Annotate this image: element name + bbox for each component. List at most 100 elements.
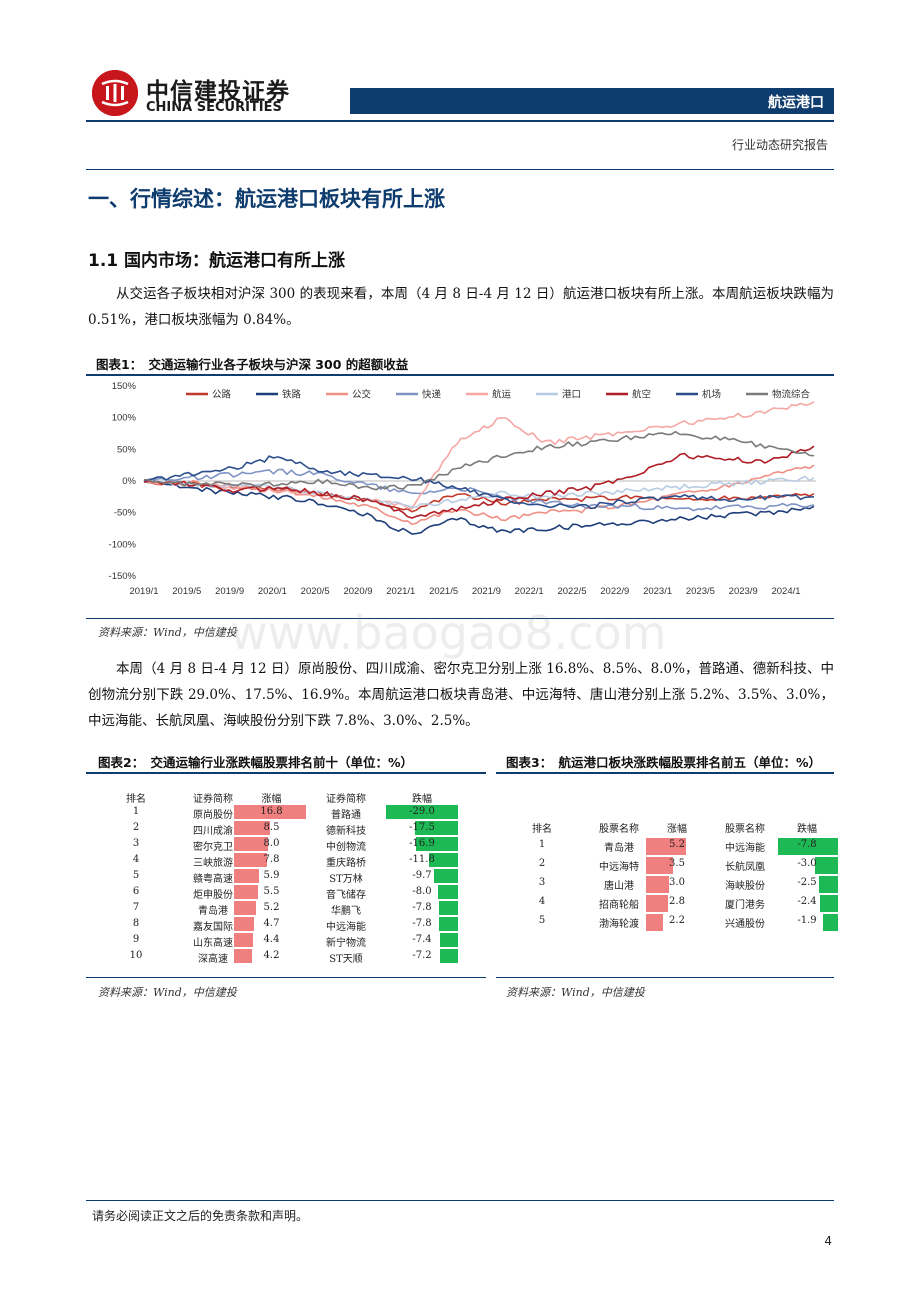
fig2-source: 资料来源：Wind，中信建投 xyxy=(98,986,237,999)
legend-label: 快递 xyxy=(422,389,442,401)
down-bar xyxy=(438,885,458,899)
footer-disclaimer: 请务必阅读正文之后的免责条款和声明。 xyxy=(92,1209,309,1223)
up-value-cell: 8.5 xyxy=(263,822,280,833)
up-name-cell: 深高速 xyxy=(198,954,228,965)
y-tick-label: 150% xyxy=(112,381,137,392)
down-value-cell: -17.5 xyxy=(409,822,435,833)
down-bar xyxy=(778,838,838,855)
down-value-cell: -9.7 xyxy=(412,870,432,881)
fig1-source: 资料来源：Wind，中信建投 xyxy=(98,626,237,639)
rank-cell: 3 xyxy=(132,838,140,849)
down-bar xyxy=(438,917,458,931)
rank-cell: 7 xyxy=(132,902,140,913)
rank-cell: 4 xyxy=(132,854,140,865)
x-tick-label: 2019/1 xyxy=(129,586,158,597)
table-header-cell: 证券简称 xyxy=(193,794,233,805)
up-bar xyxy=(234,949,252,963)
table-header-cell: 涨幅 xyxy=(261,794,282,805)
down-name-cell: 厦门港务 xyxy=(725,900,765,911)
x-tick-label: 2019/9 xyxy=(215,586,244,597)
rank-cell: 4 xyxy=(538,896,546,907)
table-header-cell: 股票名称 xyxy=(725,824,765,835)
table-header-cell: 涨幅 xyxy=(667,824,687,835)
down-name-cell: 重庆路桥 xyxy=(326,858,366,869)
rank-cell: 2 xyxy=(538,858,546,869)
down-bar xyxy=(414,821,458,835)
up-value-cell: 3.5 xyxy=(669,858,685,869)
fig3-bottom-line xyxy=(496,977,834,978)
fig2-top-line xyxy=(86,772,486,774)
rank-cell: 8 xyxy=(132,918,140,929)
x-tick-label: 2023/1 xyxy=(643,586,672,597)
down-bar xyxy=(818,876,838,893)
paragraph-1: 从交运各子板块相对沪深 300 的表现来看，本周（4 月 8 日-4 月 12 … xyxy=(88,286,834,328)
y-tick-label: 50% xyxy=(117,444,137,455)
fig3-title: 图表3： 航运港口板块涨跌幅股票排名前五（单位：%） xyxy=(506,755,821,770)
x-tick-label: 2019/5 xyxy=(172,586,201,597)
legend-label: 公路 xyxy=(212,389,232,401)
legend-label: 铁路 xyxy=(282,389,302,401)
fig3-table: 排名 股票名称 涨幅 股票名称 跌幅 1 青岛港 5.2 中远海能 -7.8 2 中远海特 3.5 长航凤… xyxy=(496,820,838,940)
up-bar xyxy=(646,914,663,931)
down-value-cell: -29.0 xyxy=(409,806,435,817)
fig1-top-line xyxy=(86,374,834,376)
series-line-快递 xyxy=(143,468,815,512)
legend-label: 航运 xyxy=(492,389,512,401)
up-bar xyxy=(646,838,686,855)
x-tick-label: 2021/1 xyxy=(386,586,415,597)
x-tick-label: 2023/5 xyxy=(686,586,715,597)
x-tick-label: 2022/9 xyxy=(600,586,629,597)
rank-cell: 2 xyxy=(132,822,140,833)
up-bar xyxy=(234,933,253,947)
series-line-航运 xyxy=(143,401,815,510)
down-value-cell: -3.0 xyxy=(797,858,817,869)
sector-label: 航运港口 xyxy=(768,95,824,111)
down-value-cell: -7.4 xyxy=(412,934,432,945)
up-bar xyxy=(234,805,306,819)
rank-cell: 3 xyxy=(538,877,546,888)
down-bar xyxy=(819,895,838,912)
x-tick-label: 2022/1 xyxy=(515,586,544,597)
up-value-cell: 5.2 xyxy=(669,839,685,850)
up-value-cell: 4.7 xyxy=(263,918,280,929)
down-value-cell: -2.4 xyxy=(797,896,817,907)
up-name-cell: 青岛港 xyxy=(198,906,228,917)
x-tick-label: 2023/9 xyxy=(729,586,758,597)
down-value-cell: -7.8 xyxy=(412,902,432,913)
sector-banner: 航运港口 xyxy=(350,88,834,114)
fig2-bottom-line xyxy=(86,977,486,978)
up-bar xyxy=(234,837,269,851)
y-tick-label: -50% xyxy=(114,508,137,519)
up-name-cell: 原尚股份 xyxy=(193,810,233,821)
x-tick-label: 2021/9 xyxy=(472,586,501,597)
table-header-cell: 跌幅 xyxy=(797,824,817,835)
up-value-cell: 16.8 xyxy=(260,806,283,817)
up-bar xyxy=(234,853,268,867)
up-value-cell: 4.4 xyxy=(263,934,280,945)
series-line-公交 xyxy=(143,464,815,526)
x-tick-label: 2020/5 xyxy=(301,586,330,597)
down-value-cell: -7.8 xyxy=(412,918,432,929)
down-value-cell: -11.8 xyxy=(409,854,435,865)
table-header-cell: 跌幅 xyxy=(412,794,432,805)
down-name-cell: 德新科技 xyxy=(326,826,366,837)
fig1-bottom-line xyxy=(86,618,834,619)
down-bar xyxy=(433,869,458,883)
down-name-cell: 兴通股份 xyxy=(725,919,765,930)
down-name-cell: 长航凤凰 xyxy=(725,862,765,873)
x-tick-label: 2020/9 xyxy=(343,586,372,597)
down-value-cell: -8.0 xyxy=(412,886,432,897)
down-value-cell: -2.5 xyxy=(797,877,817,888)
up-name-cell: 赣粤高速 xyxy=(193,874,233,885)
up-value-cell: 7.8 xyxy=(263,854,280,865)
up-value-cell: 8.0 xyxy=(263,838,280,849)
rank-cell: 1 xyxy=(132,806,140,817)
up-bar xyxy=(646,895,668,912)
down-name-cell: 中创物流 xyxy=(326,842,366,853)
up-name-cell: 三峡旅游 xyxy=(193,858,233,869)
x-tick-label: 2024/1 xyxy=(771,586,800,597)
logo-en-text: CHINA SECURITIES xyxy=(146,100,282,115)
down-bar xyxy=(440,949,458,963)
y-tick-label: -150% xyxy=(109,571,137,582)
table-header-cell: 排名 xyxy=(532,824,552,835)
